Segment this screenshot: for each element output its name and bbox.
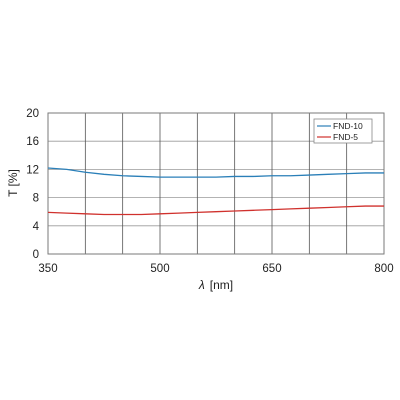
y-tick-label: 12 bbox=[26, 164, 39, 176]
y-axis-label: T [%] bbox=[6, 169, 20, 197]
x-tick-label: 800 bbox=[374, 263, 393, 275]
x-axis-unit: [nm] bbox=[210, 278, 233, 292]
legend-box bbox=[313, 118, 373, 144]
legend: FND-10 FND-5 bbox=[313, 118, 373, 144]
x-tick-label: 500 bbox=[150, 263, 169, 275]
x-axis-label: λ [nm] bbox=[198, 278, 233, 292]
plot-area-frame bbox=[47, 112, 385, 255]
legend-label-fnd-10: FND-10 bbox=[333, 121, 363, 131]
y-tick-label: 0 bbox=[33, 249, 39, 261]
y-tick-label: 4 bbox=[33, 221, 40, 233]
legend-label-fnd-5: FND-5 bbox=[333, 132, 358, 142]
series-line-fnd-10 bbox=[47, 167, 384, 178]
y-tick-label: 20 bbox=[26, 108, 39, 120]
x-tick-label: 350 bbox=[38, 263, 57, 275]
x-tick-label: 650 bbox=[262, 263, 281, 275]
tick-labels: 0 4 8 12 16 20 350 500 650 800 bbox=[26, 108, 393, 275]
series-line-fnd-5 bbox=[47, 205, 384, 216]
x-axis-symbol: λ bbox=[198, 278, 205, 292]
series-lines bbox=[47, 167, 384, 216]
y-tick-label: 16 bbox=[26, 136, 39, 148]
y-tick-label: 8 bbox=[33, 193, 39, 205]
